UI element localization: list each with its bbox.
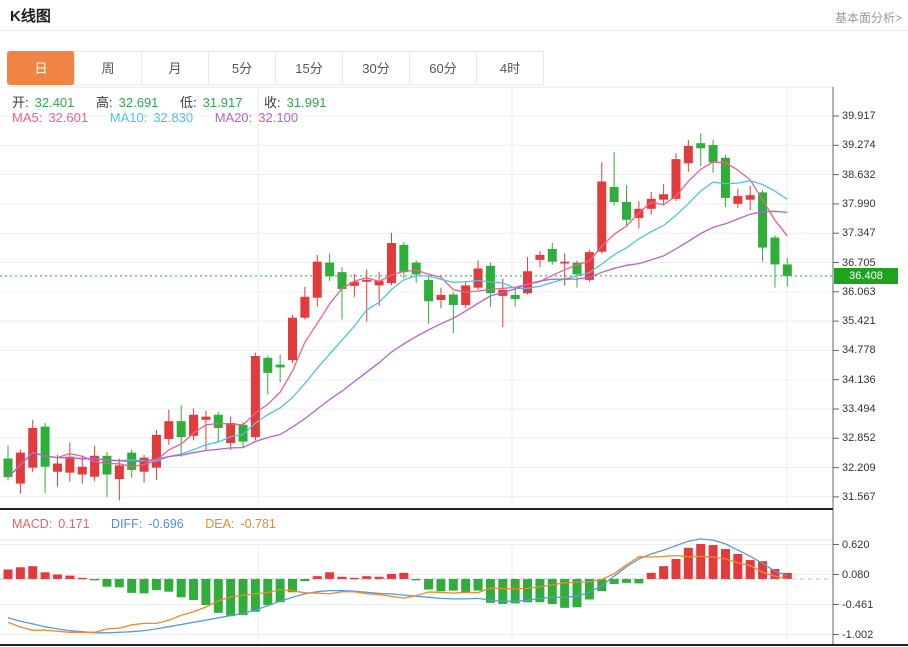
open-value: 32.401 bbox=[34, 95, 75, 110]
price-tick-label: 39.917 bbox=[842, 110, 876, 122]
dea-value: -0.781 bbox=[240, 517, 276, 531]
high-value: 32.691 bbox=[118, 95, 159, 110]
ma5-line bbox=[7, 161, 788, 478]
macd-legend: MACD: 0.171 DIFF: -0.696 DEA: -0.781 bbox=[12, 517, 282, 531]
tab-4hour[interactable]: 4时 bbox=[476, 51, 544, 85]
tab-month[interactable]: 月 bbox=[141, 51, 209, 85]
ma5-value: 32.601 bbox=[48, 110, 89, 125]
price-tick-label: 33.494 bbox=[842, 403, 876, 415]
gridlines bbox=[0, 86, 833, 644]
macd-value: 0.171 bbox=[58, 517, 90, 531]
macd-histogram bbox=[3, 543, 792, 617]
close-value: 31.991 bbox=[286, 95, 327, 110]
tab-week[interactable]: 周 bbox=[74, 51, 142, 85]
bottom-border bbox=[0, 644, 908, 646]
price-tick-label: 35.421 bbox=[842, 315, 876, 328]
ma20-label: MA20: bbox=[214, 110, 253, 125]
macd-tick-label: -1.002 bbox=[842, 628, 874, 641]
panel-separator bbox=[0, 508, 833, 510]
header: K线图 基本面分析> bbox=[0, 0, 908, 31]
tab-15min[interactable]: 15分 bbox=[275, 51, 343, 85]
price-tick-label: 38.632 bbox=[842, 168, 876, 181]
ma20-line bbox=[7, 210, 788, 478]
price-tick-label: 32.209 bbox=[842, 461, 876, 474]
ohlc-legend: 开: 32.401 高: 32.691 低: 31.917 收: 31.991 bbox=[12, 92, 332, 111]
price-tick-label: 32.852 bbox=[842, 432, 876, 445]
macd-tick-label: -0.461 bbox=[842, 598, 874, 611]
price-tick-label: 34.136 bbox=[842, 373, 876, 386]
page-title: K线图 bbox=[10, 8, 51, 25]
price-tick-label: 37.347 bbox=[842, 227, 876, 240]
current-price-badge: 36.408 bbox=[834, 267, 898, 284]
tab-30min[interactable]: 30分 bbox=[342, 51, 410, 85]
price-tick-label: 39.274 bbox=[842, 139, 876, 152]
price-tick-label: 36.705 bbox=[842, 256, 876, 269]
candlestick-series bbox=[3, 133, 792, 501]
ma10-value: 32.830 bbox=[153, 110, 194, 125]
tab-5min[interactable]: 5分 bbox=[208, 51, 276, 85]
high-label: 高: bbox=[96, 95, 113, 110]
period-tabs: 日 周 月 5分 15分 30分 60分 4时 bbox=[7, 51, 544, 85]
price-tick-label: 34.778 bbox=[842, 344, 876, 357]
low-label: 低: bbox=[180, 95, 197, 110]
ma20-value: 32.100 bbox=[258, 110, 299, 125]
open-label: 开: bbox=[12, 95, 29, 110]
macd-label: MACD: bbox=[12, 517, 53, 531]
ma10-label: MA10: bbox=[109, 110, 148, 125]
price-tick-label: 31.567 bbox=[842, 490, 876, 503]
price-tick-label: 37.990 bbox=[842, 197, 876, 210]
macd-tick-label: 0.620 bbox=[842, 538, 870, 551]
price-tick-label: 36.063 bbox=[842, 285, 876, 298]
tab-day[interactable]: 日 bbox=[7, 51, 75, 85]
ma5-label: MA5: bbox=[12, 110, 43, 125]
ma-legend: MA5: 32.601 MA10: 32.830 MA20: 32.100 bbox=[12, 110, 304, 125]
diff-label: DIFF: bbox=[111, 517, 143, 531]
dea-line bbox=[7, 554, 788, 633]
ma10-line bbox=[7, 180, 788, 478]
tab-60min[interactable]: 60分 bbox=[409, 51, 477, 85]
close-label: 收: bbox=[264, 95, 281, 110]
macd-tick-label: 0.080 bbox=[842, 568, 870, 581]
fundamental-analysis-link[interactable]: 基本面分析> bbox=[834, 11, 902, 25]
low-value: 31.917 bbox=[202, 95, 243, 110]
diff-line bbox=[7, 538, 788, 634]
dea-label: DEA: bbox=[205, 517, 235, 531]
diff-value: -0.696 bbox=[148, 517, 184, 531]
